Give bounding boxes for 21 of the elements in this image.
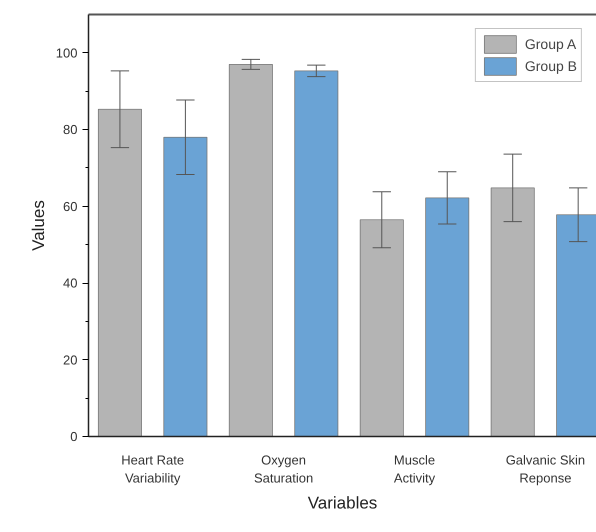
legend-label: Group B	[524, 58, 577, 74]
y-axis-title: Values	[28, 200, 48, 251]
bar	[163, 136, 208, 436]
bar	[294, 70, 338, 436]
y-tick-label: 60	[63, 198, 78, 214]
bar	[228, 64, 273, 436]
bar	[98, 108, 142, 436]
x-tick-label: Galvanic Skin Reponse	[506, 452, 586, 486]
y-tick-label: 20	[63, 352, 78, 368]
x-tick-label: Oxygen Saturation	[254, 452, 314, 486]
x-axis-title: Variables	[308, 494, 378, 512]
bar	[360, 219, 404, 436]
y-tick-label: 100	[56, 45, 78, 60]
bar	[490, 188, 535, 436]
x-tick-label: Muscle Activity	[394, 452, 436, 486]
bar	[425, 197, 470, 436]
legend-label: Group A	[524, 36, 576, 52]
y-tick-label: 80	[63, 122, 78, 138]
x-tick-label: Heart Rate Variability	[121, 452, 184, 486]
y-tick-label: 0	[70, 429, 78, 444]
y-tick-label: 40	[63, 276, 78, 291]
